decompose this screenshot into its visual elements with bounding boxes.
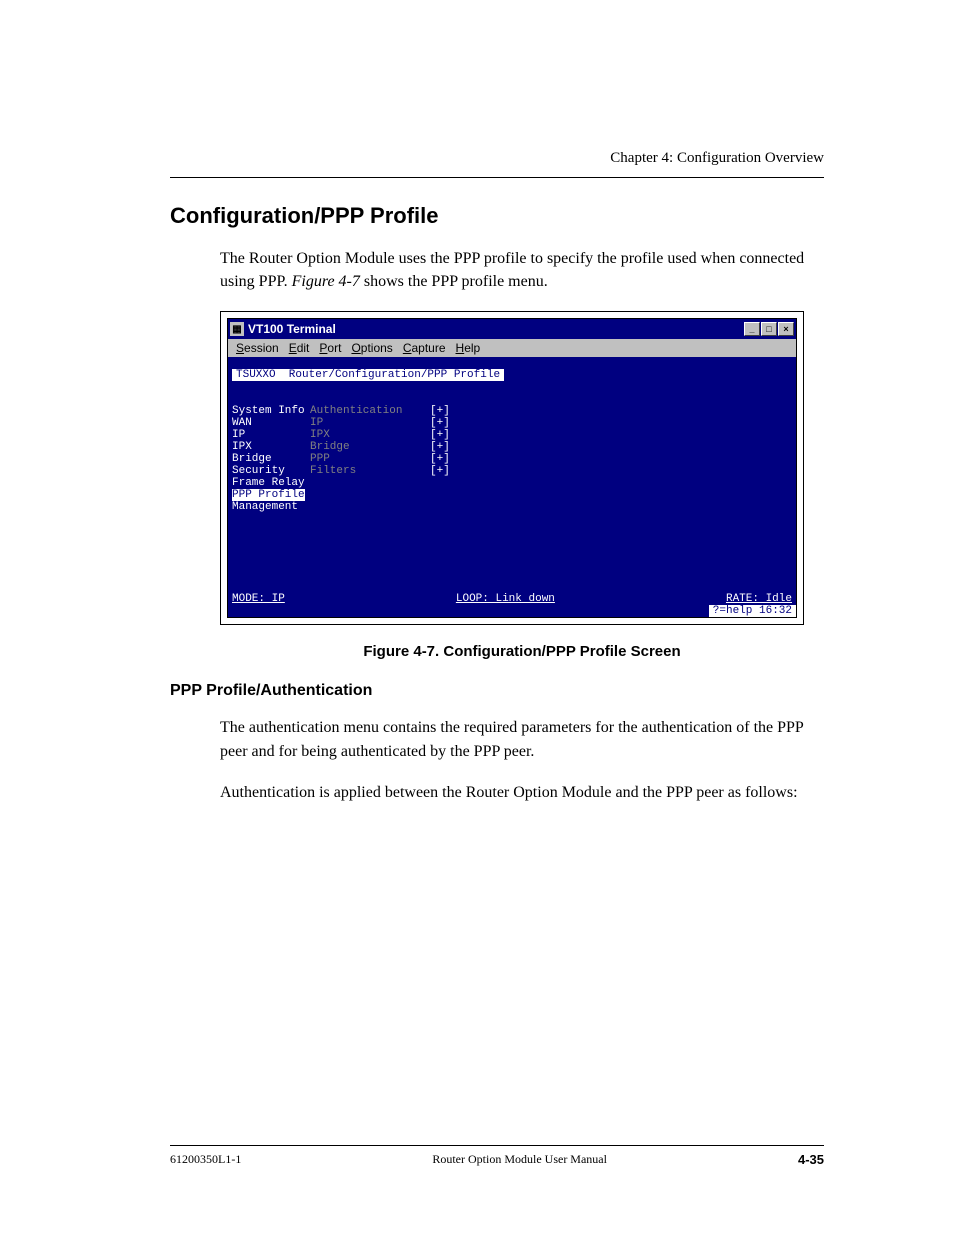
window-controls: _ □ × [744,322,794,336]
expand-icon[interactable]: [+] [430,453,450,465]
minimize-button[interactable]: _ [744,322,760,336]
nav-ppp-profile-selected[interactable]: PPP Profile [232,489,305,501]
nav-wan[interactable]: WAN [232,417,252,429]
menu-edit[interactable]: Edit [289,341,310,355]
status-rate: RATE: Idle [726,593,792,605]
section-title: Configuration/PPP Profile [170,203,864,229]
mid-ipx[interactable]: IPX [310,429,330,441]
term-mid-panel[interactable]: Authentication IP IPX Bridge PPP Filters [310,393,430,513]
nav-ip[interactable]: IP [232,429,245,441]
menubar[interactable]: Session Edit Port Options Capture Help [228,339,796,357]
figure-container: ▦ VT100 Terminal _ □ × Session Edit Port… [220,311,804,625]
menu-session[interactable]: Session [236,341,279,355]
footer-doctitle: Router Option Module User Manual [432,1152,607,1167]
nav-security[interactable]: Security [232,465,285,477]
menu-capture[interactable]: Capture [403,341,446,355]
subsection-title: PPP Profile/Authentication [170,682,864,700]
expand-icon[interactable]: [+] [430,429,450,441]
nav-frame-relay[interactable]: Frame Relay [232,477,305,489]
status-bar: MODE: IP LOOP: Link down RATE: Idle [228,593,796,605]
window-titlebar[interactable]: ▦ VT100 Terminal _ □ × [228,319,796,339]
titlebar-left: ▦ VT100 Terminal [230,322,336,336]
intro-paragraph: The Router Option Module uses the PPP pr… [220,247,824,293]
status-mode: MODE: IP [232,593,285,605]
auth-paragraph-1: The authentication menu contains the req… [220,716,824,762]
expand-icon[interactable]: [+] [430,441,450,453]
expand-icon[interactable]: [+] [430,465,450,477]
help-hint: ?=help 16:32 [709,605,796,617]
mid-ip[interactable]: IP [310,417,323,429]
term-right-panel: [+] [+] [+] [+] [+] [+] [430,393,450,513]
menu-help[interactable]: Help [456,341,481,355]
horizontal-rule [170,177,824,178]
footer-rule [170,1145,824,1146]
window-title-text: VT100 Terminal [248,322,336,336]
app-icon: ▦ [230,322,244,336]
chapter-header: Chapter 4: Configuration Overview [90,150,864,167]
figure-ref: Figure 4-7 [292,273,360,290]
term-breadcrumb: TSUXXO Router/Configuration/PPP Profile [232,369,504,381]
mid-bridge[interactable]: Bridge [310,441,350,453]
nav-system-info[interactable]: System Info [232,405,305,417]
figure-caption: Figure 4-7. Configuration/PPP Profile Sc… [220,643,824,660]
nav-management[interactable]: Management [232,501,298,513]
page-number: 4-35 [798,1152,824,1167]
mid-authentication[interactable]: Authentication [310,405,402,417]
terminal-window: ▦ VT100 Terminal _ □ × Session Edit Port… [227,318,797,618]
auth-paragraph-2: Authentication is applied between the Ro… [220,781,824,804]
menu-port[interactable]: Port [319,341,341,355]
mid-filters[interactable]: Filters [310,465,356,477]
expand-icon[interactable]: [+] [430,417,450,429]
mid-ppp[interactable]: PPP [310,453,330,465]
page-footer: 61200350L1-1 Router Option Module User M… [90,1145,864,1167]
maximize-button[interactable]: □ [761,322,777,336]
menu-options[interactable]: Options [351,341,392,355]
footer-docnum: 61200350L1-1 [170,1152,241,1167]
nav-ipx[interactable]: IPX [232,441,252,453]
term-left-panel[interactable]: System Info WAN IP IPX Bridge Security F… [228,393,310,513]
expand-icon[interactable]: [+] [430,405,450,417]
intro-text-c: shows the PPP pro­file menu. [360,273,548,290]
nav-bridge[interactable]: Bridge [232,453,272,465]
status-loop: LOOP: Link down [456,593,555,605]
term-body: System Info WAN IP IPX Bridge Security F… [228,393,796,513]
terminal-screen[interactable]: TSUXXO Router/Configuration/PPP Profile … [228,357,796,617]
close-button[interactable]: × [778,322,794,336]
